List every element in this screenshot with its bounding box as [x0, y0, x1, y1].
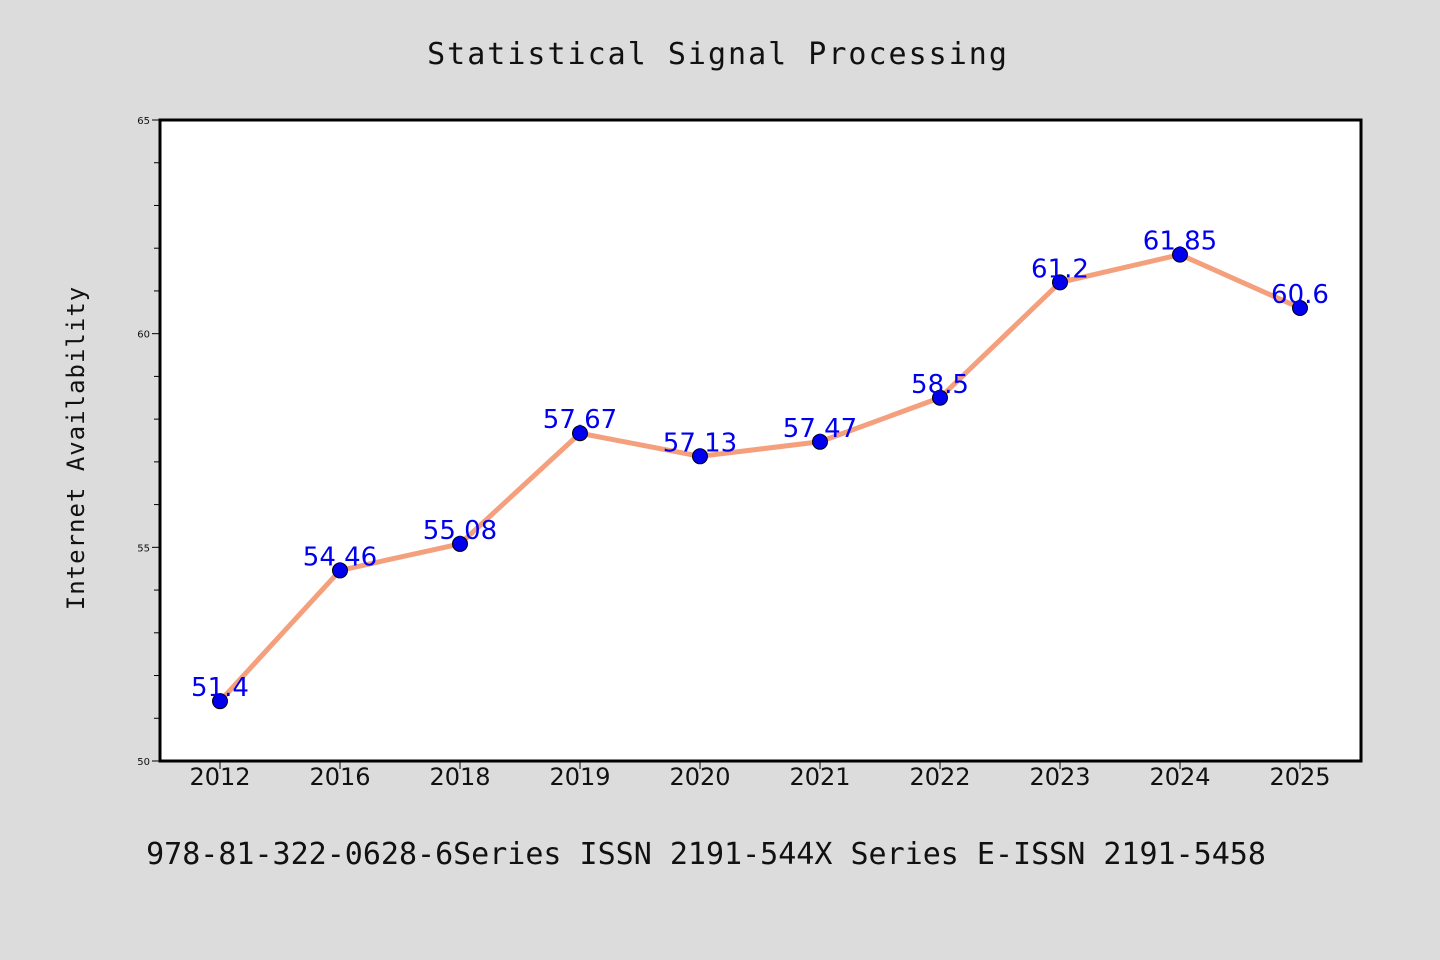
data-label: 61.85 [1143, 227, 1217, 257]
x-tick-label: 2019 [549, 763, 610, 791]
data-point [572, 425, 588, 442]
data-series: 51.4 54.46 55.08 57.67 57.13 57.47 58.5 61.2 61.… [191, 227, 1329, 710]
plot-area [158, 118, 1363, 763]
x-tick-label: 2020 [669, 763, 730, 791]
data-point [332, 562, 348, 579]
data-label: 54.46 [303, 542, 377, 572]
chart-title: Statistical Signal Processing [427, 37, 1009, 72]
y-tick-label: 50 [137, 757, 150, 768]
y-axis-ticks: 50 55 60 65 [137, 116, 160, 768]
footer-isbn-text: 978-81-322-0628-6Series ISSN 2191-544X S… [146, 837, 1266, 872]
y-tick-label: 55 [137, 543, 150, 554]
data-point [1052, 274, 1068, 291]
data-point [1172, 246, 1188, 263]
data-point [932, 389, 948, 406]
data-label: 57.13 [663, 428, 737, 458]
x-tick-label: 2021 [789, 763, 850, 791]
y-axis-label: Internet Availability [62, 286, 90, 610]
data-point [452, 535, 468, 552]
data-point [692, 448, 708, 465]
data-label: 57.67 [543, 405, 617, 435]
data-point [812, 433, 828, 450]
x-tick-label: 2022 [909, 763, 970, 791]
x-tick-label: 2018 [429, 763, 490, 791]
y-tick-label: 65 [137, 116, 150, 127]
data-label: 61.2 [1031, 254, 1089, 284]
x-tick-label: 2024 [1149, 763, 1210, 791]
x-tick-label: 2023 [1029, 763, 1090, 791]
data-label: 57.47 [783, 414, 857, 444]
x-tick-label: 2012 [189, 763, 250, 791]
y-tick-label: 60 [137, 330, 150, 341]
data-point [1292, 300, 1308, 317]
x-tick-label: 2025 [1269, 763, 1330, 791]
x-tick-label: 2016 [309, 763, 370, 791]
series-line [217, 252, 1303, 704]
x-axis-ticks: 2012 2016 2018 2019 2020 2021 2022 2023 2024 2025 [189, 761, 1331, 791]
data-label: 60.6 [1271, 280, 1329, 310]
data-label: 55.08 [423, 516, 497, 546]
data-point [212, 693, 228, 710]
data-label: 58.5 [911, 370, 969, 400]
data-label: 51.4 [191, 673, 249, 703]
